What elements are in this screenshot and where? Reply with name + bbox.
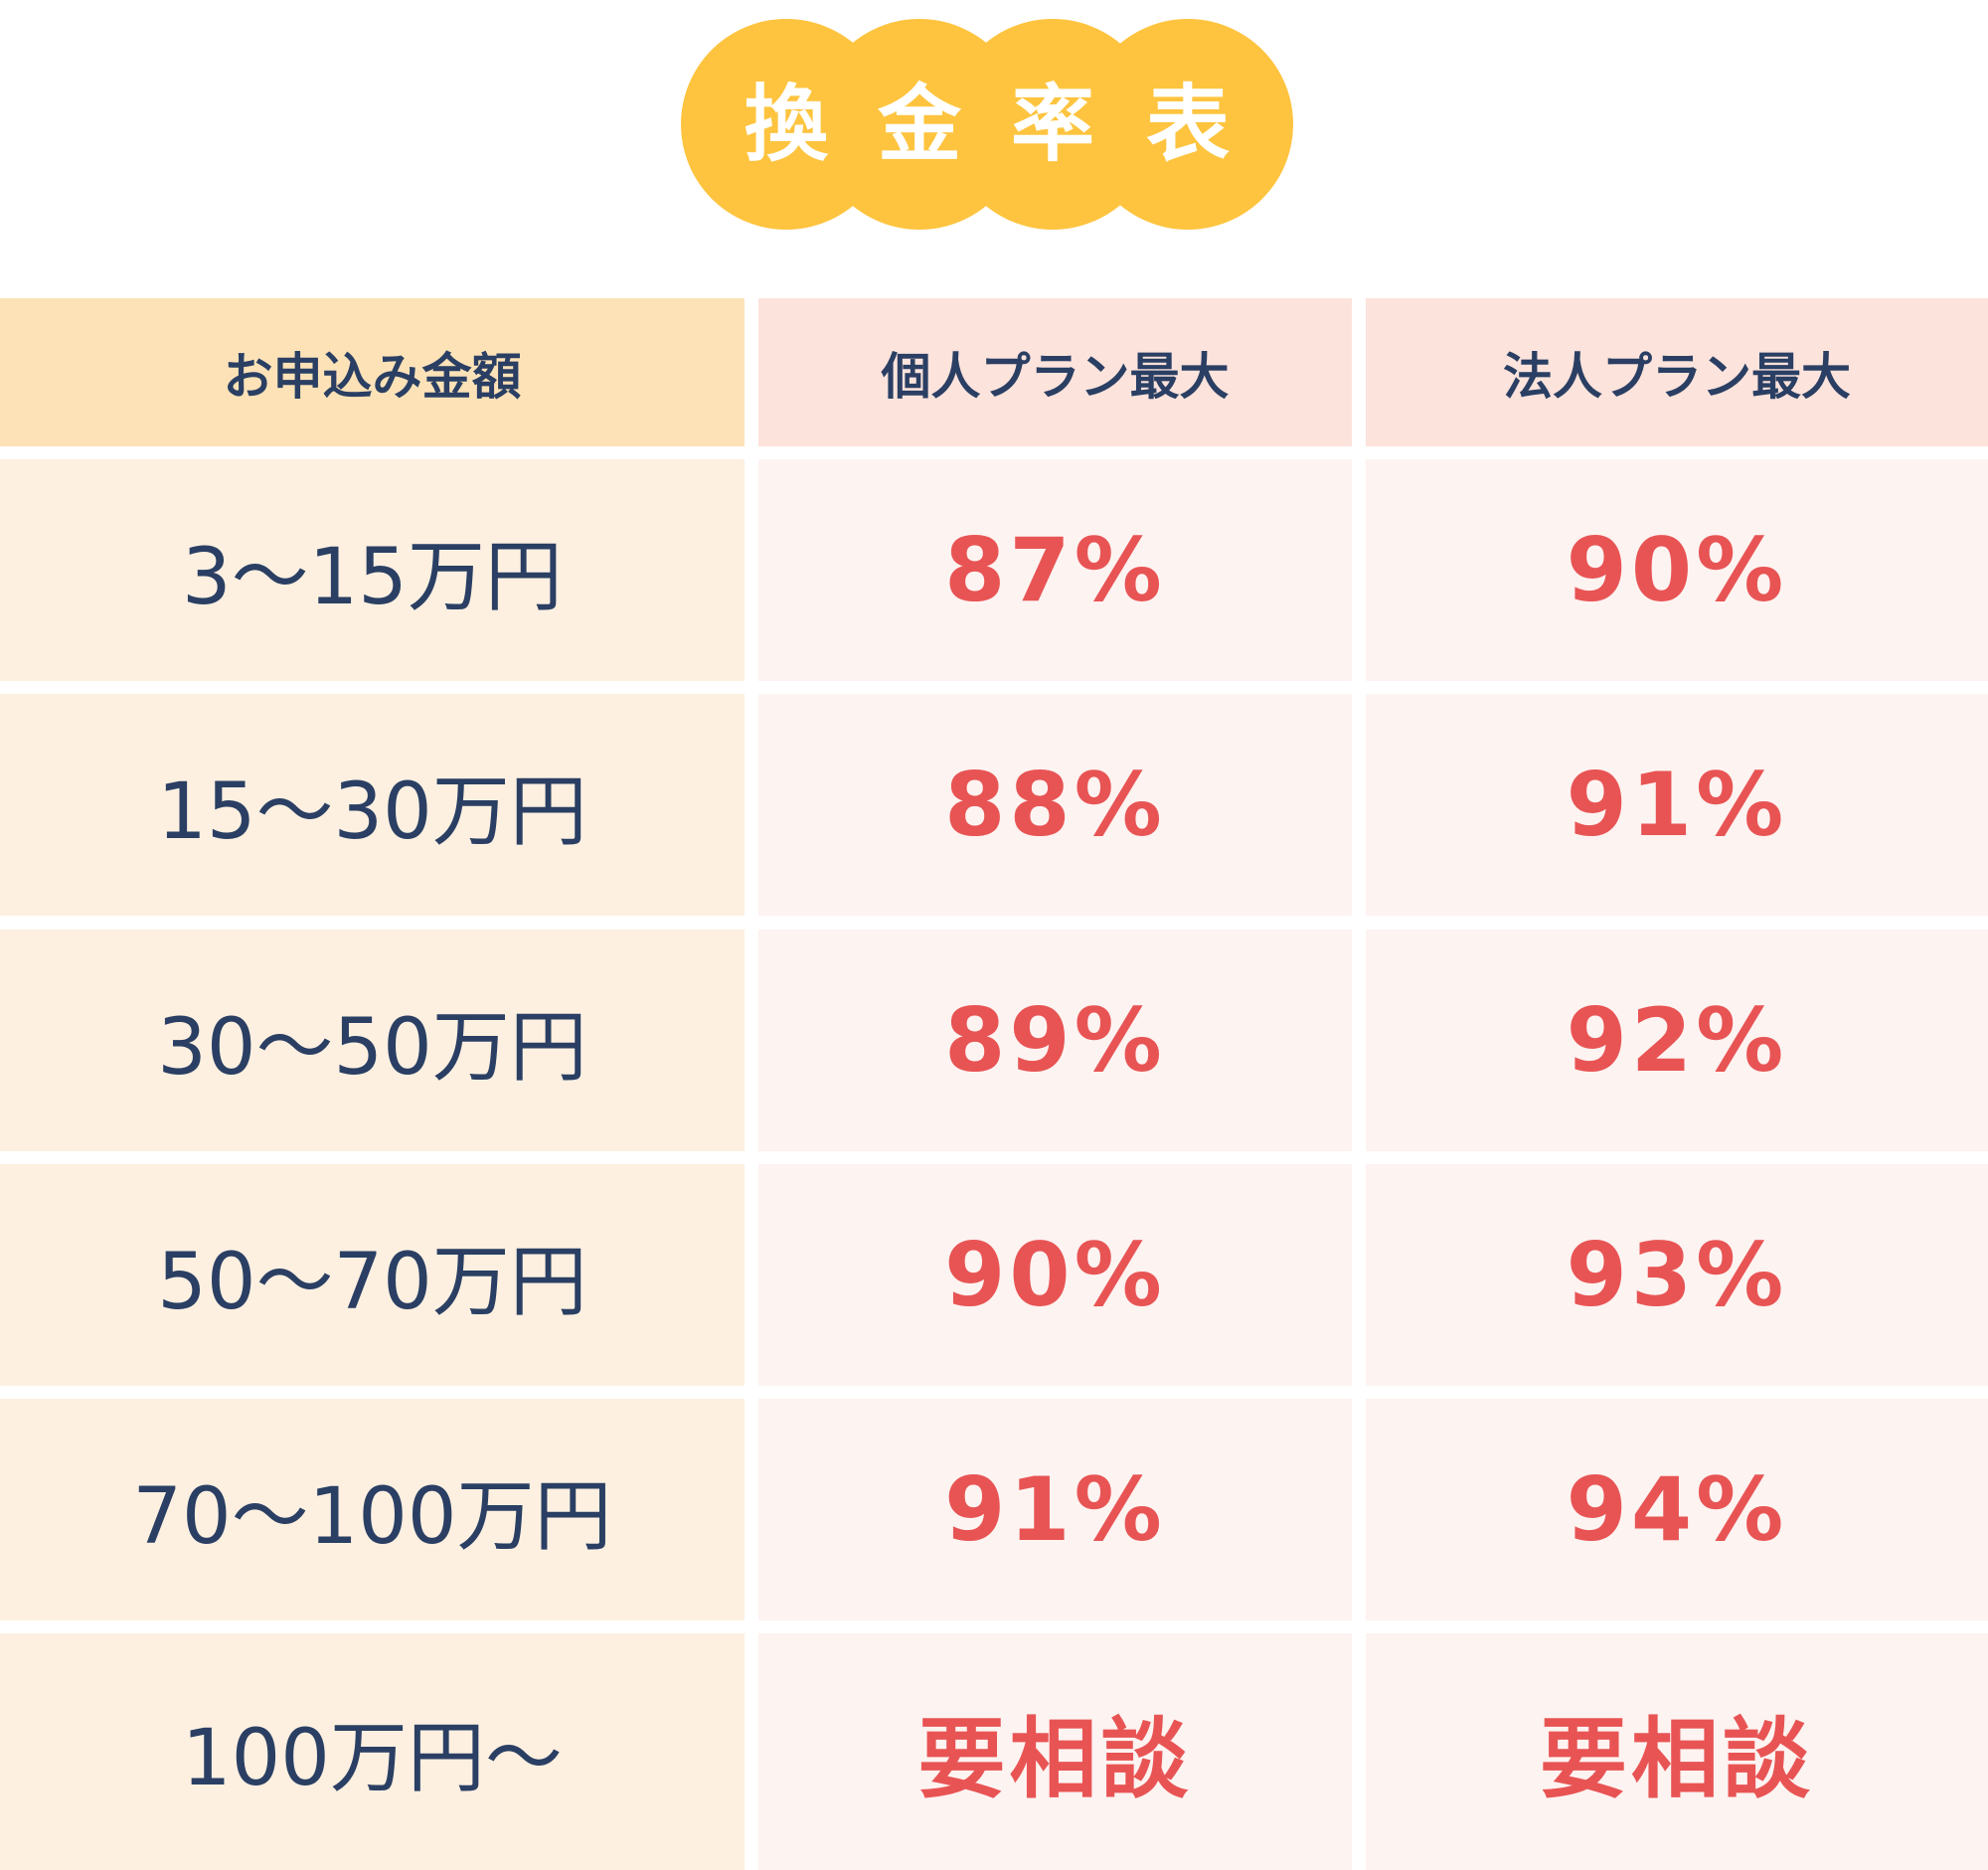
title-char: 金	[877, 76, 961, 173]
amount-cell: 30〜50万円	[0, 930, 745, 1151]
title-char: 換	[744, 76, 828, 173]
rate-cell: 要相談	[758, 1633, 1352, 1870]
amount-cell: 50〜70万円	[0, 1164, 745, 1386]
title-char: 表	[1145, 76, 1230, 173]
amount-cell: 3〜15万円	[0, 459, 745, 681]
rate-cell: 93%	[1366, 1164, 1988, 1386]
header-cell: お申込み金額	[0, 298, 745, 446]
title-char: 率	[1010, 76, 1094, 173]
rate-cell: 87%	[758, 459, 1352, 681]
rate-cell: 要相談	[1366, 1633, 1988, 1870]
rate-cell: 88%	[758, 694, 1352, 916]
header-cell: 法人プラン最大	[1366, 298, 1988, 446]
header-cell: 個人プラン最大	[758, 298, 1352, 446]
rate-cell: 89%	[758, 930, 1352, 1151]
amount-cell: 70〜100万円	[0, 1399, 745, 1620]
rate-cell: 90%	[758, 1164, 1352, 1386]
rate-cell: 90%	[1366, 459, 1988, 681]
amount-cell: 100万円〜	[0, 1633, 745, 1870]
rate-cell: 92%	[1366, 930, 1988, 1151]
amount-cell: 15〜30万円	[0, 694, 745, 916]
rate-cell: 91%	[1366, 694, 1988, 916]
title-circle	[1082, 19, 1293, 230]
rate-cell: 94%	[1366, 1399, 1988, 1620]
rate-cell: 91%	[758, 1399, 1352, 1620]
